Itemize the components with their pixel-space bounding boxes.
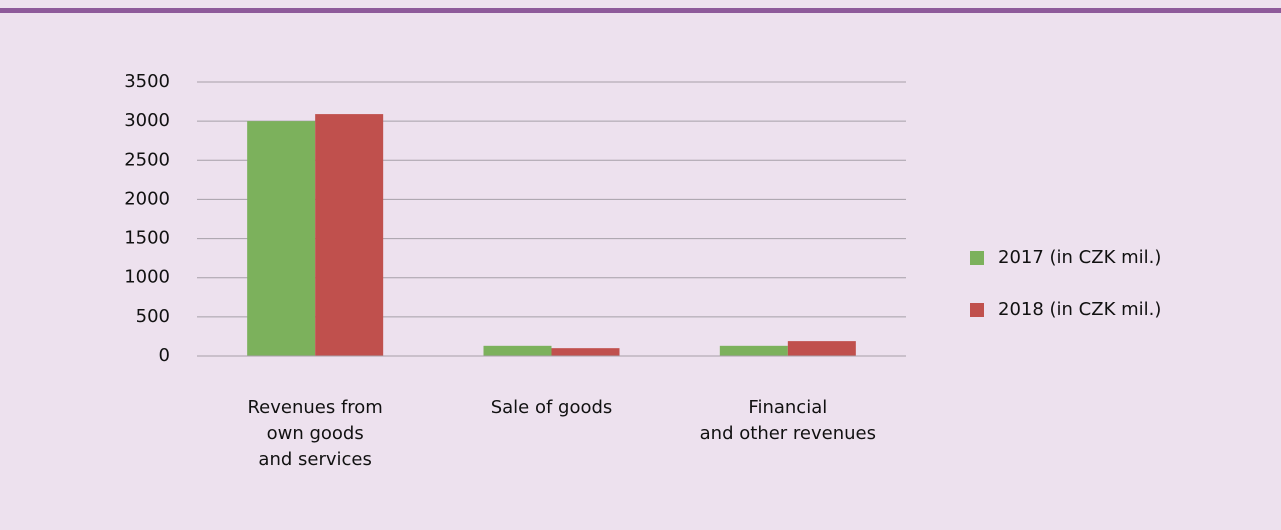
bar [247,121,316,357]
y-tick-label: 3500 [124,71,170,92]
y-tick-label: 1500 [124,228,170,249]
y-tick-label: 500 [136,306,170,327]
legend-swatch [970,303,984,317]
top-border [0,8,1281,13]
y-tick-label: 0 [159,345,170,366]
y-tick-label: 2500 [124,149,170,170]
bar [551,348,620,356]
y-tick-label: 1000 [124,267,170,288]
legend-label: 2018 (in CZK mil.) [998,299,1161,320]
bar [483,345,552,356]
bar [719,345,788,356]
bar [787,341,856,356]
y-tick-label: 3000 [124,110,170,131]
x-tick-label: Revenues from own goods and services [247,397,383,470]
legend-label: 2017 (in CZK mil.) [998,247,1161,268]
bar [315,114,384,357]
legend-swatch [970,251,984,265]
y-tick-label: 2000 [124,188,170,209]
x-tick-label: Financial and other revenues [699,397,876,444]
x-tick-label: Sale of goods [490,397,613,418]
